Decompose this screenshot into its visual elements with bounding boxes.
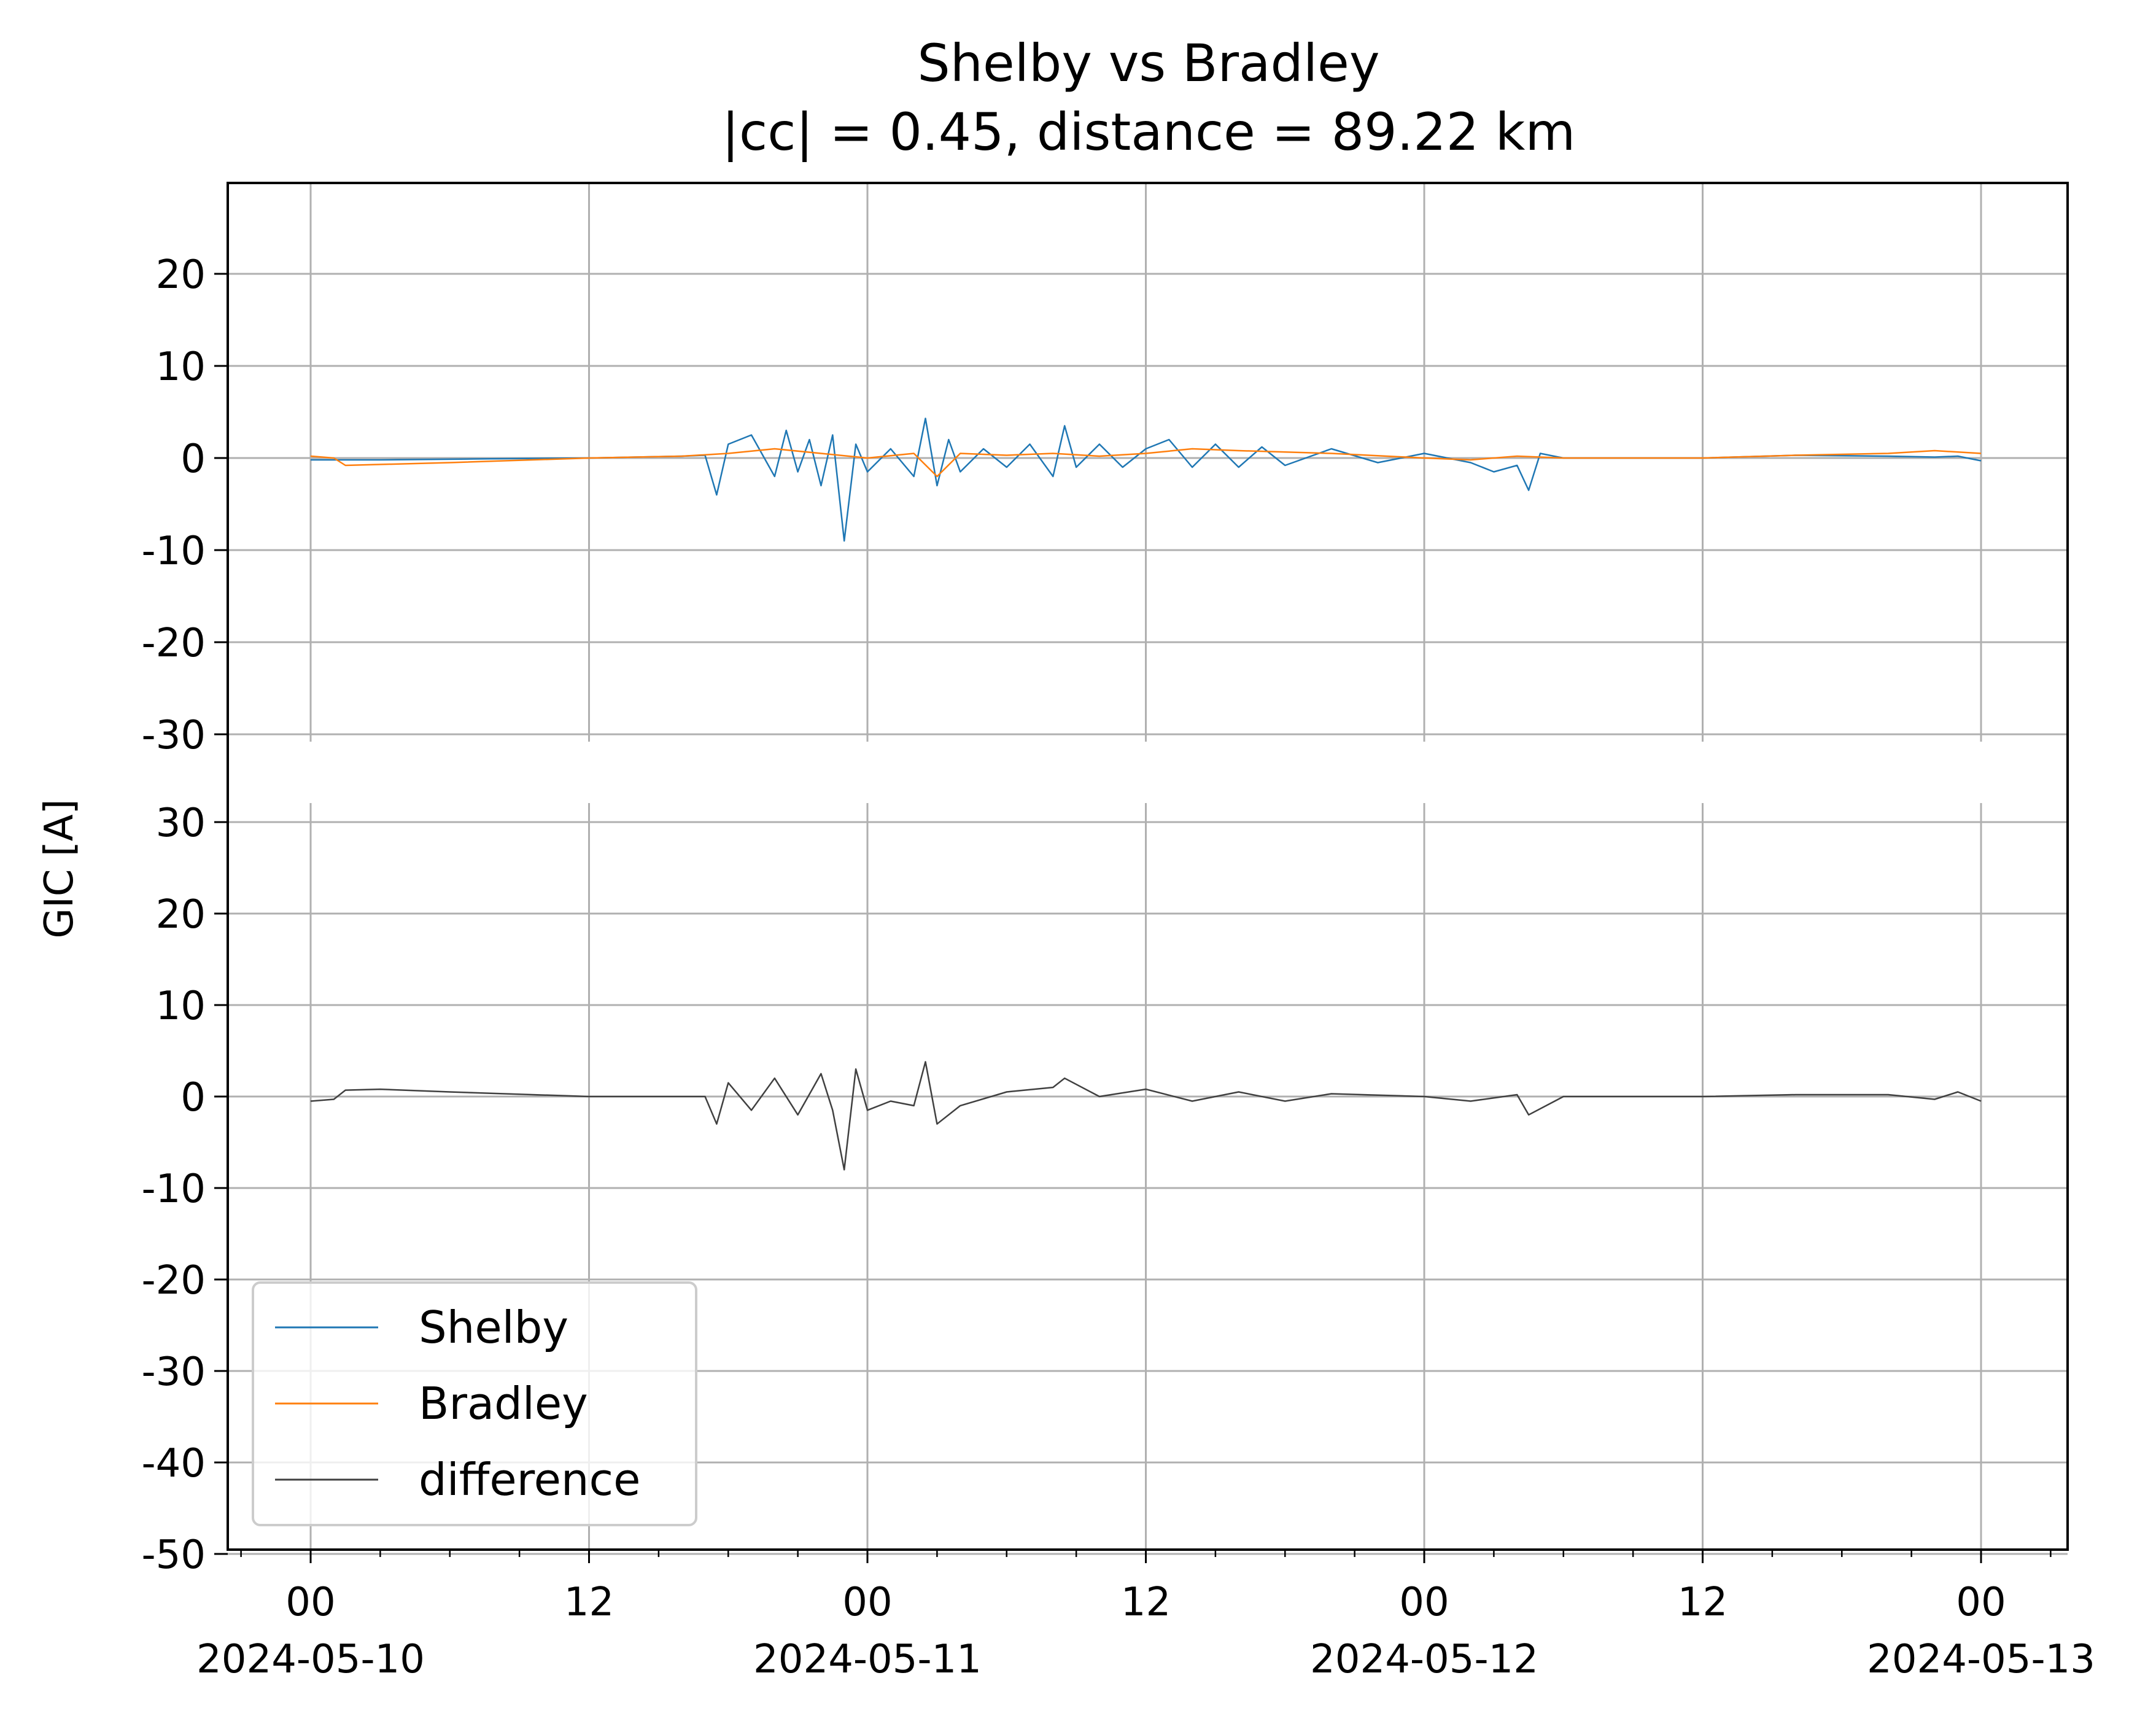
y-tick-label-bottom: -50 <box>141 1532 206 1578</box>
x-tick-label-hour: 00 <box>842 1580 892 1625</box>
legend-item-bradley: Bradley <box>275 1378 588 1429</box>
y-tick-label-bottom: 20 <box>156 892 206 938</box>
y-tick-label-bottom: -10 <box>141 1167 206 1212</box>
y-tick-label-top: -10 <box>141 529 206 574</box>
x-tick-label-hour: 12 <box>1121 1580 1171 1625</box>
y-tick-label-top: 0 <box>180 437 206 482</box>
x-axis-ticks: 00 2024-05-10 12 00 2024-05-11 12 00 2024-05-12… <box>196 1550 2095 1682</box>
y-tick-label-bottom: 30 <box>156 801 206 846</box>
x-tick-label-hour: 00 <box>285 1580 335 1625</box>
series-line-bradley <box>310 448 1982 478</box>
legend-item-shelby: Shelby <box>275 1302 568 1353</box>
panel-top: 20 10 0 -10 -20 -30 <box>141 183 2068 758</box>
series-line-difference <box>310 1061 1982 1171</box>
x-tick-label-hour: 00 <box>1956 1580 2006 1625</box>
x-tick-label-hour: 12 <box>564 1580 614 1625</box>
legend-label-shelby: Shelby <box>419 1302 568 1353</box>
x-tick-label-hour: 12 <box>1678 1580 1728 1625</box>
y-tick-label-top: 10 <box>156 344 206 390</box>
y-axis-label: GIC [A] <box>37 799 82 938</box>
series-line-shelby <box>311 417 1982 542</box>
legend-item-difference: difference <box>275 1454 640 1505</box>
y-tick-label-bottom: -20 <box>141 1258 206 1303</box>
y-tick-label-top: 20 <box>156 252 206 298</box>
x-tick-label-hour: 00 <box>1399 1580 1449 1625</box>
axes-frame <box>227 182 2069 1551</box>
y-tick-label-bottom: -40 <box>141 1441 206 1486</box>
y-tick-label-bottom: 0 <box>180 1075 206 1120</box>
x-tick-label-date: 2024-05-10 <box>196 1637 425 1682</box>
x-tick-label-date: 2024-05-12 <box>1310 1637 1538 1682</box>
y-tick-label-top: -30 <box>141 713 206 758</box>
y-tick-label-top: -20 <box>141 621 206 666</box>
chart-subtitle: |cc| = 0.45, distance = 89.22 km <box>722 102 1576 162</box>
y-tick-label-bottom: -30 <box>141 1349 206 1395</box>
y-tick-label-bottom: 10 <box>156 984 206 1029</box>
legend-label-difference: difference <box>419 1454 640 1505</box>
legend-label-bradley: Bradley <box>419 1378 588 1429</box>
x-tick-label-date: 2024-05-13 <box>1867 1637 2095 1682</box>
legend: Shelby Bradley difference <box>252 1281 697 1526</box>
x-tick-label-date: 2024-05-11 <box>753 1637 982 1682</box>
chart-title: Shelby vs Bradley <box>917 33 1379 93</box>
legend-box <box>252 1281 697 1526</box>
